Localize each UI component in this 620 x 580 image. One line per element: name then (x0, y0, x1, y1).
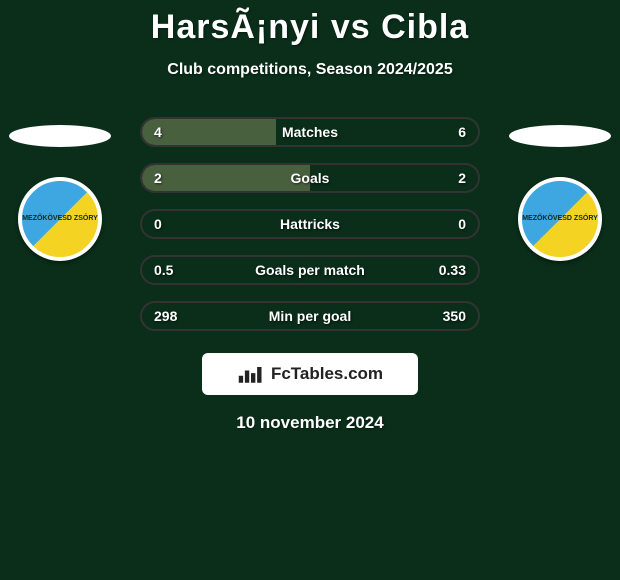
stat-fill-left (142, 165, 310, 191)
stat-value-left: 2 (154, 170, 162, 186)
team-badge-right-text: MEZŐKÖVESD ZSÓRY (522, 215, 598, 223)
team-badge-right: MEZŐKÖVESD ZSÓRY (518, 177, 602, 261)
brand-box: FcTables.com (202, 353, 418, 395)
stat-value-right: 350 (443, 308, 466, 324)
team-badge-left-text: MEZŐKÖVESD ZSÓRY (22, 215, 98, 223)
stat-rows: 4 Matches 6 2 Goals 2 0 Hattricks 0 0.5 … (140, 117, 480, 331)
player-ellipse-right (509, 125, 611, 147)
stat-value-left: 4 (154, 124, 162, 140)
stat-row-goals-per-match: 0.5 Goals per match 0.33 (140, 255, 480, 285)
stat-fill-left (142, 119, 276, 145)
stat-label: Goals (291, 170, 330, 186)
stat-value-left: 298 (154, 308, 177, 324)
stat-value-right: 0.33 (439, 262, 466, 278)
stat-value-right: 2 (458, 170, 466, 186)
page-title: HarsÃ¡nyi vs Cibla (0, 0, 620, 47)
stat-row-goals: 2 Goals 2 (140, 163, 480, 193)
subtitle: Club competitions, Season 2024/2025 (0, 61, 620, 79)
date-text: 10 november 2024 (0, 413, 620, 433)
stat-label: Matches (282, 124, 338, 140)
bars-icon (237, 362, 265, 386)
player-ellipse-left (9, 125, 111, 147)
team-badge-left: MEZŐKÖVESD ZSÓRY (18, 177, 102, 261)
stat-value-right: 0 (458, 216, 466, 232)
stat-label: Min per goal (269, 308, 351, 324)
stat-row-hattricks: 0 Hattricks 0 (140, 209, 480, 239)
stat-row-matches: 4 Matches 6 (140, 117, 480, 147)
stat-value-right: 6 (458, 124, 466, 140)
stat-value-left: 0 (154, 216, 162, 232)
stat-label: Goals per match (255, 262, 365, 278)
stat-value-left: 0.5 (154, 262, 173, 278)
stat-label: Hattricks (280, 216, 340, 232)
brand-text: FcTables.com (271, 364, 383, 384)
comparison-panel: MEZŐKÖVESD ZSÓRY MEZŐKÖVESD ZSÓRY 4 Matc… (0, 117, 620, 433)
stat-row-min-per-goal: 298 Min per goal 350 (140, 301, 480, 331)
